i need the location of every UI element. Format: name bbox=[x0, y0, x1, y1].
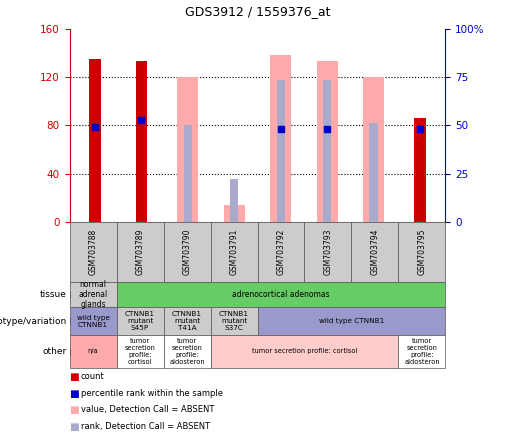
Text: rank, Detection Call = ABSENT: rank, Detection Call = ABSENT bbox=[81, 422, 210, 431]
Bar bbox=[363, 77, 384, 222]
Bar bbox=[369, 123, 377, 222]
Bar bbox=[277, 79, 285, 222]
Text: wild type CTNNB1: wild type CTNNB1 bbox=[319, 318, 384, 324]
Text: GSM703789: GSM703789 bbox=[135, 229, 145, 275]
Bar bbox=[178, 77, 198, 222]
Text: other: other bbox=[43, 347, 67, 356]
Text: tumor secretion profile: cortisol: tumor secretion profile: cortisol bbox=[252, 349, 357, 354]
Text: tumor
secretion
profile:
aldosteron: tumor secretion profile: aldosteron bbox=[169, 338, 205, 365]
Text: GDS3912 / 1559376_at: GDS3912 / 1559376_at bbox=[185, 5, 330, 18]
Text: ■: ■ bbox=[70, 372, 79, 382]
Text: genotype/variation: genotype/variation bbox=[0, 317, 67, 325]
Text: GSM703788: GSM703788 bbox=[89, 229, 97, 275]
Text: tissue: tissue bbox=[40, 290, 67, 299]
Text: GSM703795: GSM703795 bbox=[418, 229, 426, 275]
Bar bbox=[317, 61, 337, 222]
Bar bbox=[270, 56, 291, 222]
Text: GSM703791: GSM703791 bbox=[230, 229, 238, 275]
Text: GSM703792: GSM703792 bbox=[277, 229, 285, 275]
Bar bbox=[224, 205, 245, 222]
Text: ▶: ▶ bbox=[67, 289, 79, 300]
Text: normal
adrenal
glands: normal adrenal glands bbox=[78, 280, 108, 309]
Text: GSM703793: GSM703793 bbox=[323, 229, 333, 275]
Bar bbox=[89, 59, 101, 222]
Bar bbox=[323, 79, 331, 222]
Text: GSM703794: GSM703794 bbox=[370, 229, 380, 275]
Text: CTNNB1
mutant
S37C: CTNNB1 mutant S37C bbox=[219, 311, 249, 331]
Text: adrenocortical adenomas: adrenocortical adenomas bbox=[232, 290, 330, 299]
Text: GSM703790: GSM703790 bbox=[182, 229, 192, 275]
Text: ▶: ▶ bbox=[67, 346, 79, 357]
Text: CTNNB1
mutant
T41A: CTNNB1 mutant T41A bbox=[172, 311, 202, 331]
Text: ■: ■ bbox=[70, 388, 79, 399]
Bar bbox=[230, 178, 238, 222]
Text: ▶: ▶ bbox=[67, 316, 79, 326]
Text: CTNNB1
mutant
S45P: CTNNB1 mutant S45P bbox=[125, 311, 155, 331]
Bar bbox=[184, 126, 192, 222]
Text: tumor
secretion
profile:
cortisol: tumor secretion profile: cortisol bbox=[125, 338, 156, 365]
Text: percentile rank within the sample: percentile rank within the sample bbox=[81, 388, 223, 397]
Text: wild type
CTNNB1: wild type CTNNB1 bbox=[77, 314, 110, 328]
Text: n/a: n/a bbox=[88, 349, 98, 354]
Bar bbox=[135, 61, 147, 222]
Text: count: count bbox=[81, 372, 105, 381]
Text: ■: ■ bbox=[70, 422, 79, 432]
Text: ■: ■ bbox=[70, 405, 79, 416]
Text: value, Detection Call = ABSENT: value, Detection Call = ABSENT bbox=[81, 405, 214, 414]
Bar bbox=[414, 118, 426, 222]
Text: tumor
secretion
profile:
aldosteron: tumor secretion profile: aldosteron bbox=[404, 338, 440, 365]
